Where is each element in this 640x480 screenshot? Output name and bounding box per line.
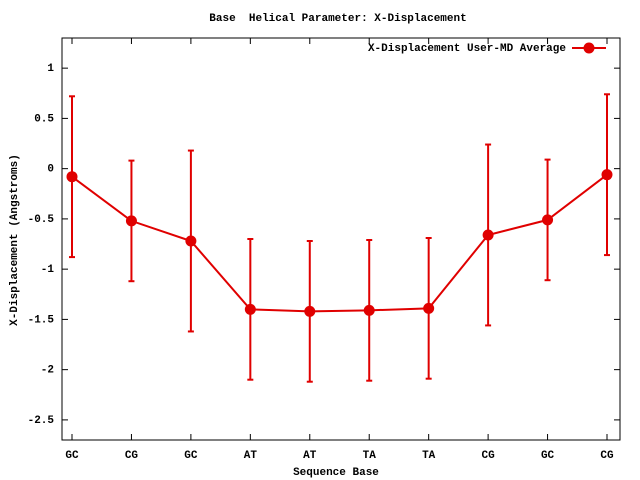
chart-title: Base Helical Parameter: X-Displacement <box>209 13 466 25</box>
legend-label: X-Displacement User-MD Average <box>368 43 566 55</box>
y-axis-label: X-Displacement (Angstroms) <box>9 154 21 326</box>
data-point <box>542 214 554 226</box>
x-tick-label: CG <box>600 450 614 462</box>
data-point <box>125 215 137 227</box>
y-tick-label: 0.5 <box>34 113 54 125</box>
data-point <box>363 304 375 316</box>
x-tick-label: AT <box>244 450 258 462</box>
x-tick-label: AT <box>303 450 317 462</box>
data-point <box>244 303 256 315</box>
plot-border <box>61 37 621 441</box>
y-tick-label: -2 <box>41 365 54 377</box>
x-tick-label: TA <box>422 450 436 462</box>
x-axis-label: Sequence Base <box>293 467 379 479</box>
y-tick-label: -1.5 <box>28 314 55 326</box>
x-tick-label: GC <box>65 450 79 462</box>
y-tick-label: -1 <box>41 264 55 276</box>
y-tick-label: 1 <box>47 63 54 75</box>
x-tick-label: GC <box>184 450 198 462</box>
x-tick-label: GC <box>541 450 555 462</box>
data-point <box>423 302 435 314</box>
data-point <box>601 169 613 181</box>
data-point <box>482 229 494 241</box>
data-point <box>304 305 316 317</box>
data-point <box>66 171 78 183</box>
legend-marker <box>583 42 595 54</box>
x-tick-label: TA <box>363 450 377 462</box>
y-tick-label: -0.5 <box>28 214 55 226</box>
x-tick-label: CG <box>482 450 496 462</box>
x-tick-label: CG <box>125 450 139 462</box>
series-line <box>71 173 608 313</box>
y-tick-label: -2.5 <box>28 415 55 427</box>
y-tick-label: 0 <box>47 164 54 176</box>
data-point <box>185 235 197 247</box>
